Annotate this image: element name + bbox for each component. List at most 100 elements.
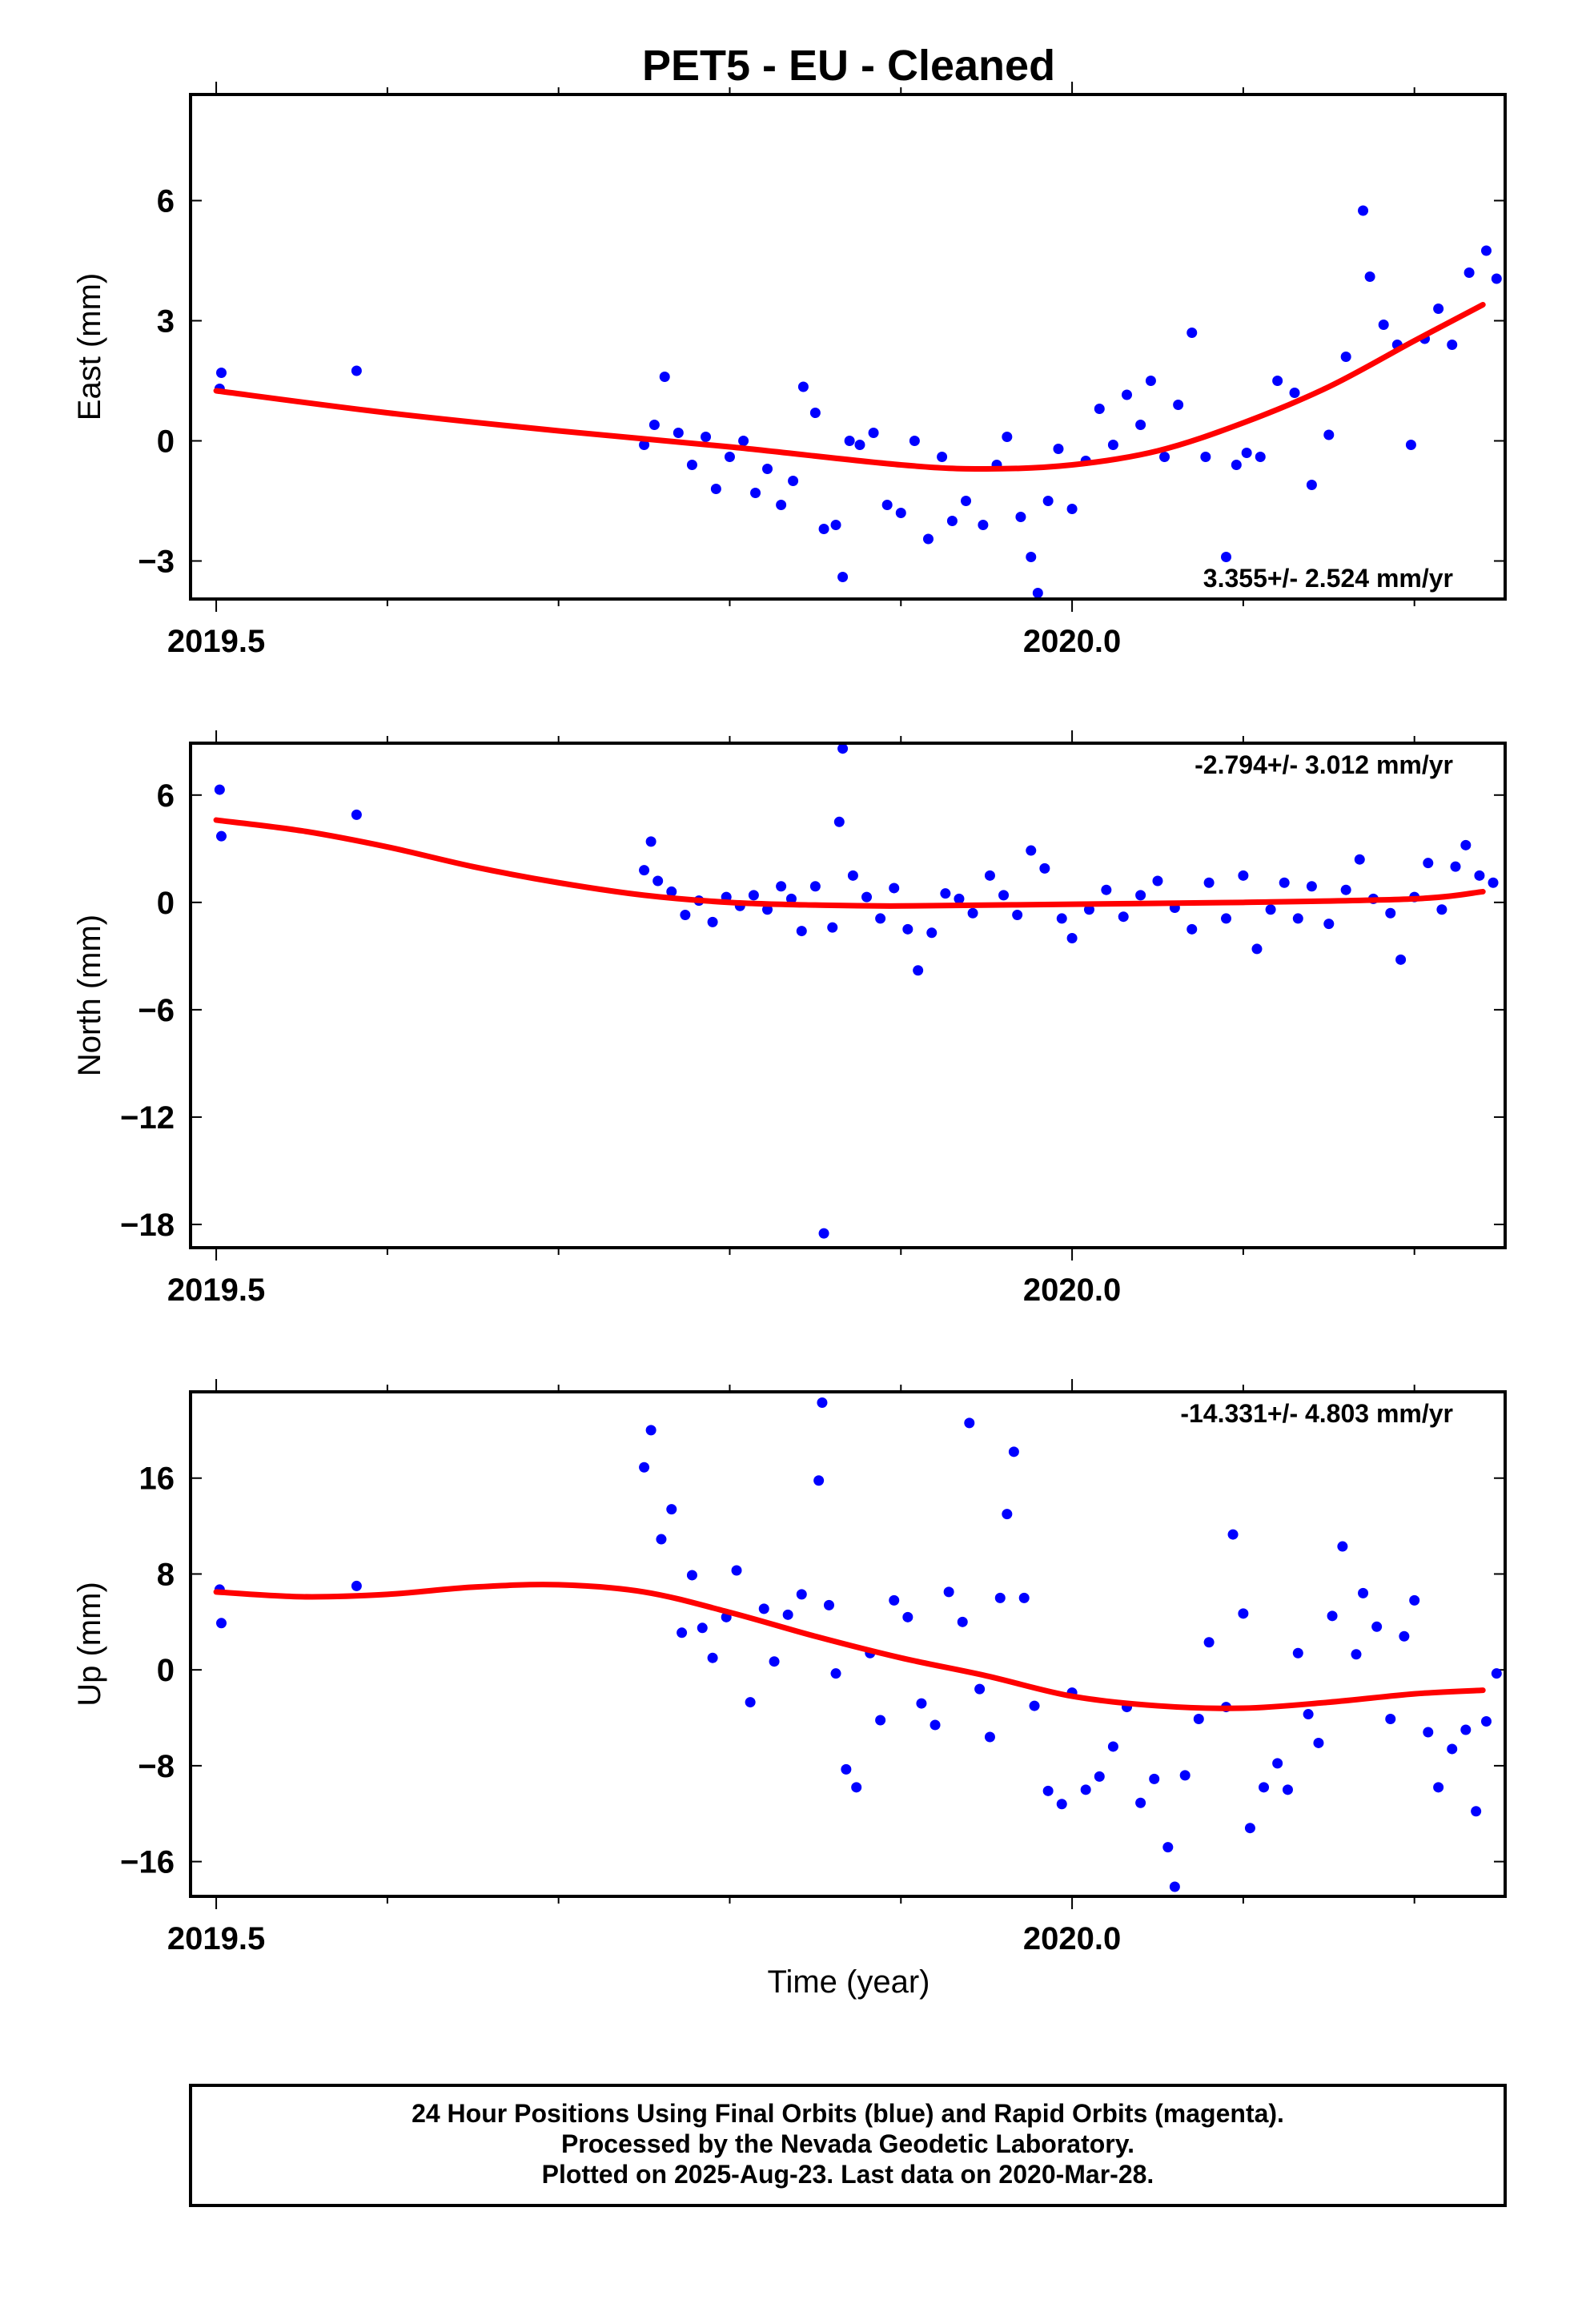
data-point xyxy=(1015,512,1026,522)
data-point xyxy=(782,1609,793,1620)
data-point xyxy=(1094,404,1105,414)
data-point xyxy=(961,496,972,506)
data-point xyxy=(978,520,989,530)
data-point xyxy=(854,440,865,450)
plot-area xyxy=(213,205,1502,598)
data-point xyxy=(868,428,879,438)
data-point xyxy=(833,816,845,827)
data-point xyxy=(351,809,362,820)
data-point xyxy=(666,1504,677,1515)
data-point xyxy=(785,893,797,904)
data-point xyxy=(648,420,660,430)
data-point xyxy=(1255,452,1266,462)
data-point xyxy=(1292,1647,1303,1659)
data-point xyxy=(1323,919,1335,930)
data-point xyxy=(762,904,773,915)
data-point xyxy=(1323,429,1335,440)
data-point xyxy=(889,883,900,894)
panel-north: −18 −12 −6 0 6 2019.5 2020.0 North (mm) -2.794+/… xyxy=(72,730,1507,1308)
data-point xyxy=(680,909,691,920)
data-point xyxy=(1152,875,1163,887)
data-point xyxy=(861,891,873,903)
data-point xyxy=(1186,923,1198,935)
data-point xyxy=(1056,1799,1067,1810)
y-tick-label: −3 xyxy=(138,545,175,580)
data-point xyxy=(916,1698,927,1709)
data-point xyxy=(1450,861,1461,872)
data-point xyxy=(697,1622,708,1634)
data-point xyxy=(1008,1446,1019,1458)
data-point xyxy=(776,881,787,892)
data-point xyxy=(1053,444,1064,454)
data-point xyxy=(809,881,821,892)
panel-up: −16 −8 0 8 16 2019.5 2020.0 Up (mm) -14.331+/- 4… xyxy=(72,1379,1507,1956)
data-point xyxy=(984,870,995,881)
data-point xyxy=(1409,1594,1420,1606)
x-tick-label: 2019.5 xyxy=(167,624,265,659)
data-point xyxy=(215,368,227,378)
data-point xyxy=(895,508,906,518)
data-point xyxy=(998,890,1010,901)
data-point xyxy=(1080,1784,1091,1795)
data-point xyxy=(1405,440,1416,450)
rate-annotation: -2.794+/- 3.012 mm/yr xyxy=(1195,750,1453,779)
y-tick-label: −8 xyxy=(138,1749,175,1784)
data-point xyxy=(738,436,749,446)
fit-curve xyxy=(213,817,1486,909)
data-point xyxy=(707,916,718,927)
data-point xyxy=(1012,909,1023,920)
data-point xyxy=(1491,1668,1502,1679)
y-axis-label: North (mm) xyxy=(72,915,107,1076)
data-point xyxy=(1303,1709,1314,1720)
data-point xyxy=(645,836,656,847)
y-axis-label: East (mm) xyxy=(72,273,107,420)
data-point xyxy=(1279,877,1290,888)
data-point xyxy=(1289,388,1300,398)
y-tick-label: 6 xyxy=(157,778,175,814)
data-point xyxy=(796,1589,807,1600)
data-point xyxy=(967,907,978,919)
data-point xyxy=(731,1565,742,1576)
y-tick-label: 6 xyxy=(157,184,175,219)
data-point xyxy=(1173,400,1184,410)
x-tick-label: 2020.0 xyxy=(1023,1921,1121,1956)
data-point xyxy=(954,893,965,904)
y-tick-label: 0 xyxy=(157,424,175,460)
fit-curve xyxy=(213,1582,1486,1711)
data-point xyxy=(1118,911,1129,923)
data-point xyxy=(701,432,712,442)
data-point xyxy=(844,436,855,446)
data-point xyxy=(639,440,650,450)
data-point xyxy=(809,408,821,418)
data-point xyxy=(1200,452,1211,462)
data-point xyxy=(909,436,920,446)
data-point xyxy=(1083,904,1094,915)
data-point xyxy=(215,1618,227,1629)
data-point xyxy=(1107,440,1118,450)
footer-line-3: Plotted on 2025-Aug-23. Last data on 202… xyxy=(542,2160,1154,2189)
y-tick-label: 3 xyxy=(157,304,175,340)
data-point xyxy=(1042,1785,1054,1796)
data-point xyxy=(837,572,849,582)
data-point xyxy=(1101,884,1112,895)
data-point xyxy=(215,830,227,842)
y-tick-label: 16 xyxy=(139,1462,175,1497)
data-point xyxy=(818,1228,829,1239)
data-point xyxy=(1488,877,1499,888)
data-point xyxy=(837,743,849,754)
data-point xyxy=(748,890,759,901)
plot-area xyxy=(213,743,1499,1239)
data-point xyxy=(1471,1806,1482,1817)
data-point xyxy=(214,784,225,795)
data-point xyxy=(758,1603,769,1614)
data-point xyxy=(940,888,951,899)
panel-east: −3 0 3 6 2019.5 2020.0 East (mm) 3.355+/- 2.524… xyxy=(72,82,1507,659)
data-point xyxy=(1002,432,1013,442)
data-point xyxy=(1026,845,1037,856)
data-point xyxy=(926,927,938,939)
x-axis-label: Time (year) xyxy=(768,1964,930,2000)
data-point xyxy=(745,1697,756,1708)
y-tick-label: −6 xyxy=(138,993,175,1028)
data-point xyxy=(639,865,650,876)
